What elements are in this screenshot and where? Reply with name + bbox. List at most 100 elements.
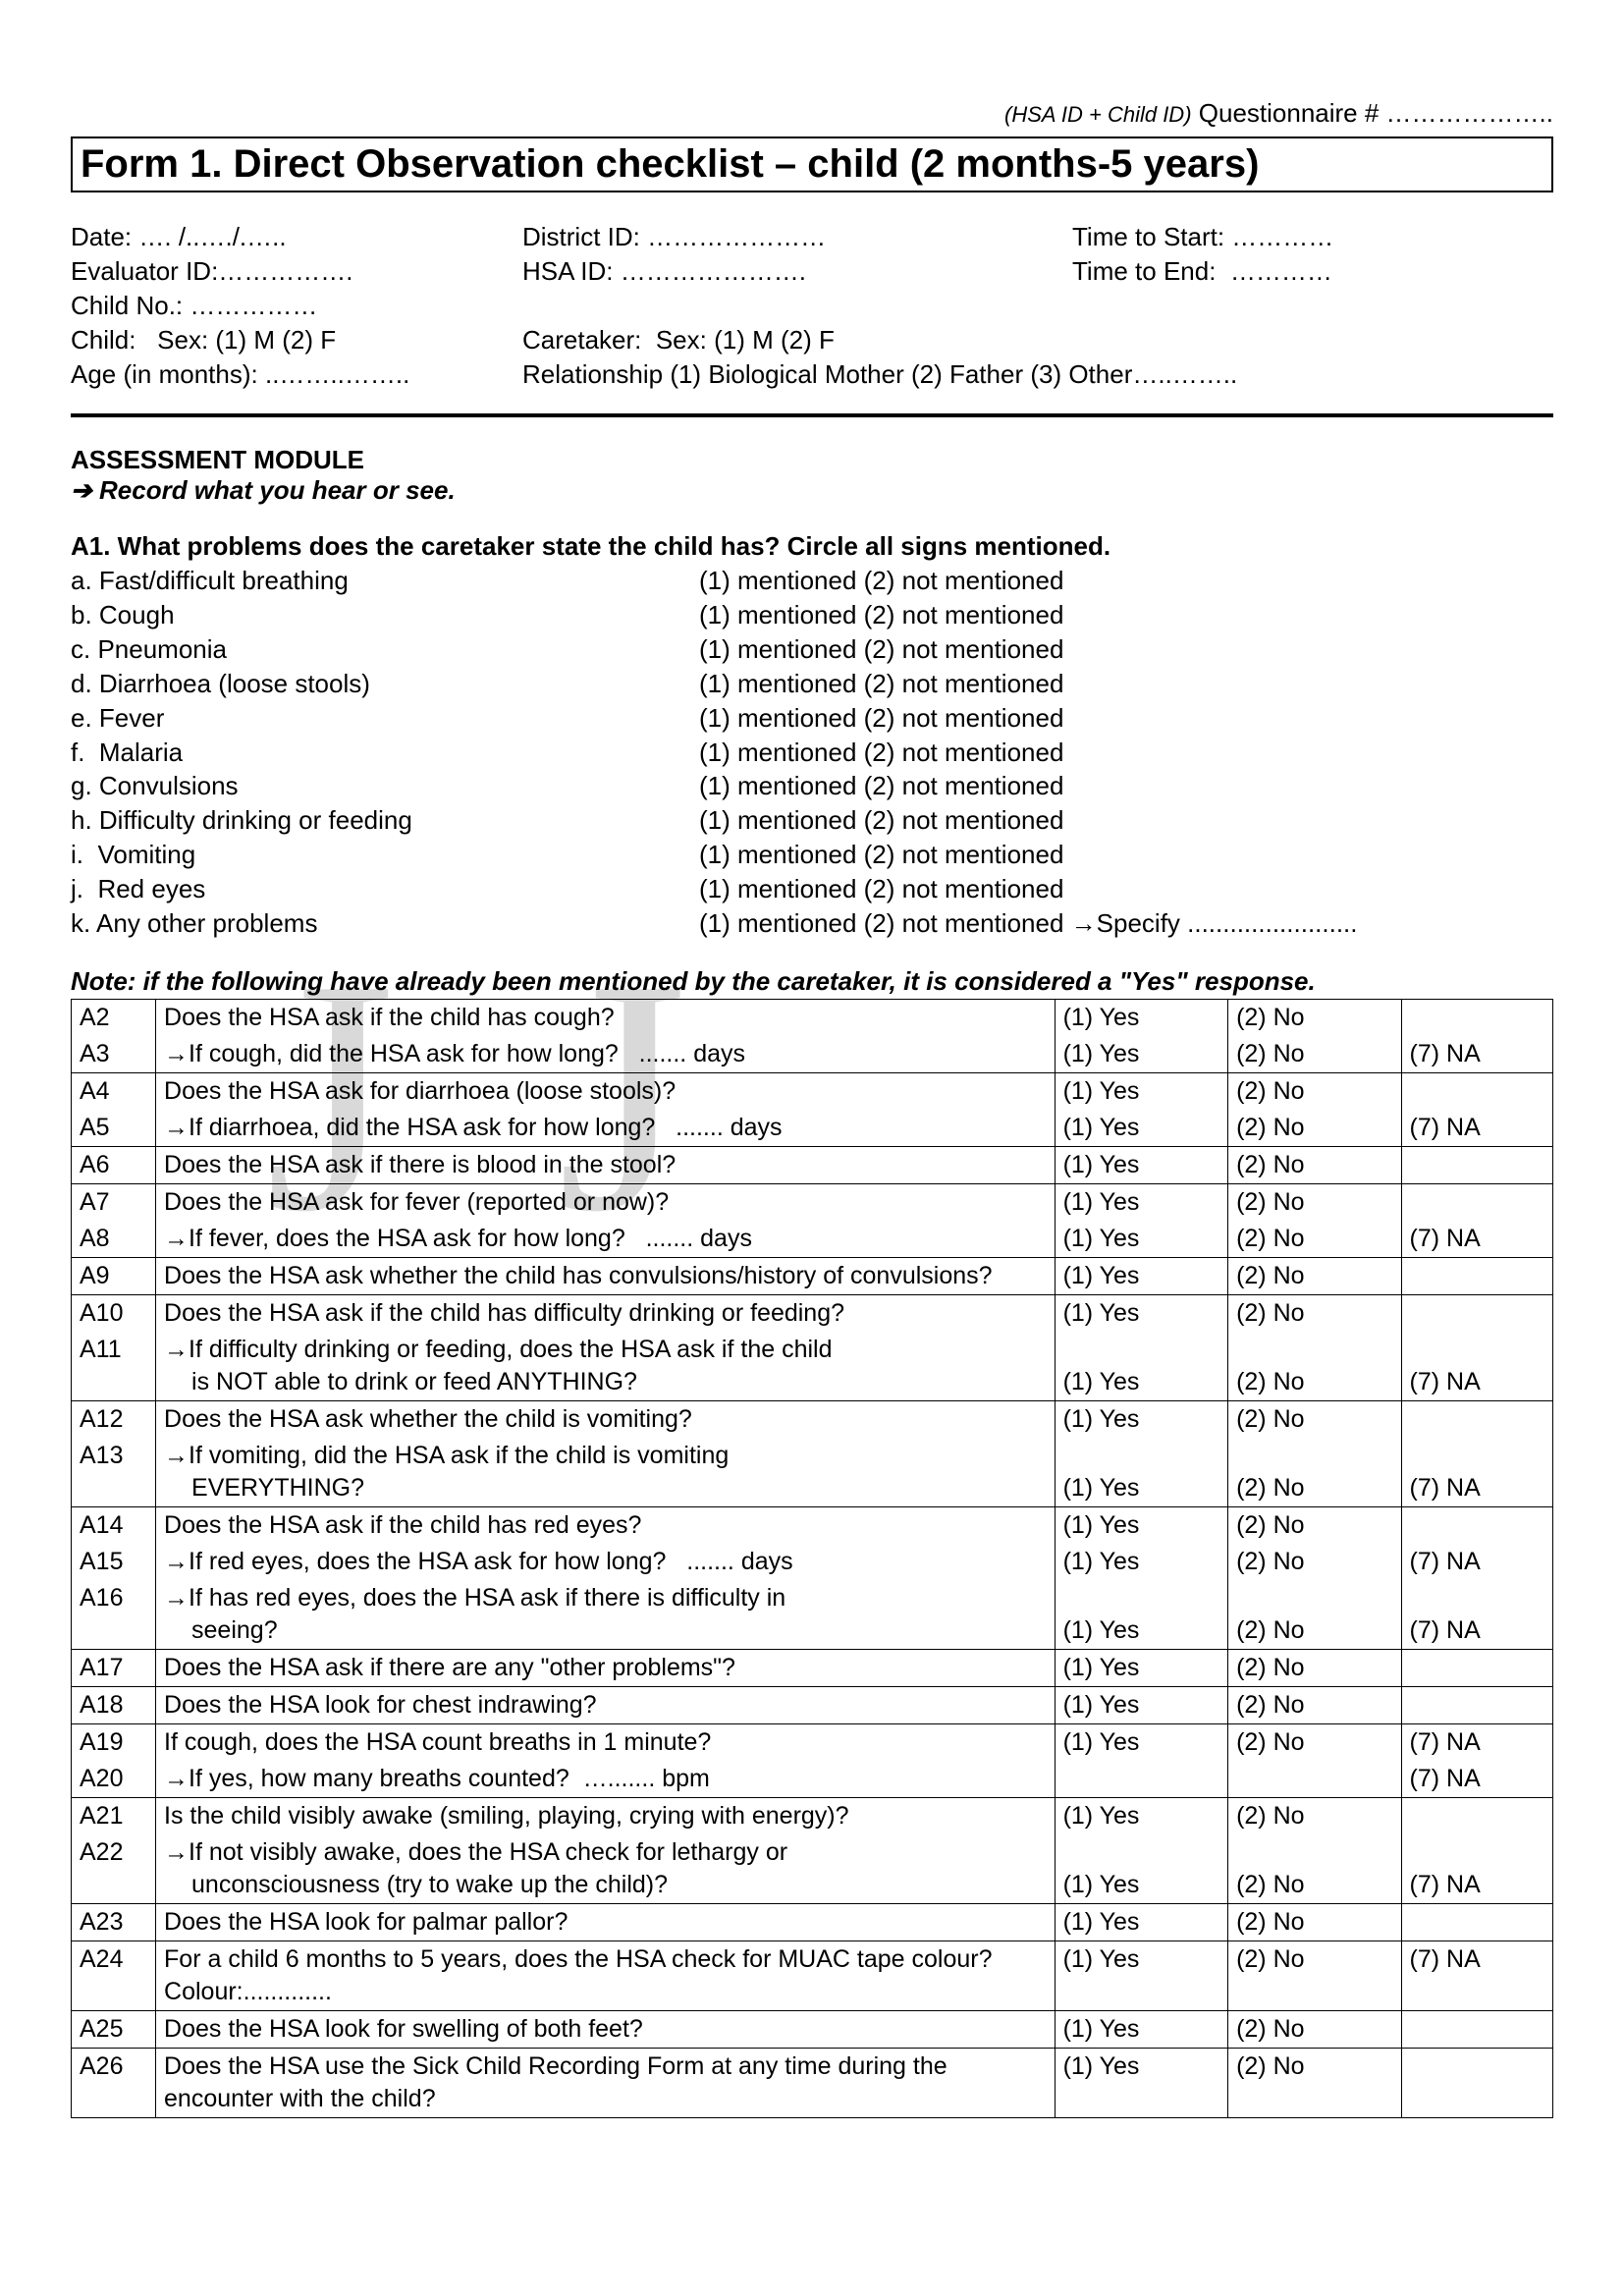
row-question: If cough, does the HSA count breaths in … (156, 1723, 1056, 1761)
row-no: (2) No (1228, 1797, 1401, 1834)
a1-item-options: (1) mentioned (2) not mentioned →Specify… (699, 906, 1553, 941)
row-no: (2) No (1228, 1072, 1401, 1110)
row-no: (2) No (1228, 1110, 1401, 1147)
table-row: A14Does the HSA ask if the child has red… (72, 1506, 1553, 1544)
row-yes: (1) Yes (1055, 999, 1227, 1036)
row-no: (2) No (1228, 1183, 1401, 1221)
row-na: (7) NA (1401, 1580, 1552, 1650)
a1-item-label: c. Pneumonia (71, 632, 699, 667)
row-id: A12 (72, 1400, 156, 1438)
row-id: A11 (72, 1332, 156, 1401)
row-na: (7) NA (1401, 1544, 1552, 1580)
row-question: Does the HSA ask for fever (reported or … (156, 1183, 1056, 1221)
row-yes: (1) Yes (1055, 1110, 1227, 1147)
a1-item-options: (1) mentioned (2) not mentioned (699, 838, 1553, 872)
a1-item-options: (1) mentioned (2) not mentioned (699, 598, 1553, 632)
row-yes: (1) Yes (1055, 1036, 1227, 1073)
meta-c3-1: Time to End: ………… (1072, 254, 1553, 289)
row-id: A4 (72, 1072, 156, 1110)
a1-item: c. Pneumonia(1) mentioned (2) not mentio… (71, 632, 1553, 667)
row-yes: (1) Yes (1055, 1544, 1227, 1580)
row-na (1401, 2048, 1552, 2117)
row-yes: (1) Yes (1055, 1257, 1227, 1294)
a1-item-options: (1) mentioned (2) not mentioned (699, 872, 1553, 906)
a1-item-label: i. Vomiting (71, 838, 699, 872)
row-question: Does the HSA look for swelling of both f… (156, 2010, 1056, 2048)
row-no: (2) No (1228, 1506, 1401, 1544)
row-yes: (1) Yes (1055, 1941, 1227, 2010)
row-na: (7) NA (1401, 1941, 1552, 2010)
a1-list: a. Fast/difficult breathing(1) mentioned… (71, 564, 1553, 940)
table-row: A9Does the HSA ask whether the child has… (72, 1257, 1553, 1294)
row-na (1401, 1686, 1552, 1723)
row-id: A16 (72, 1580, 156, 1650)
row-no: (2) No (1228, 1544, 1401, 1580)
row-yes: (1) Yes (1055, 1438, 1227, 1507)
table-row: A10Does the HSA ask if the child has dif… (72, 1294, 1553, 1332)
row-question: →If cough, did the HSA ask for how long?… (156, 1036, 1056, 1073)
meta-c1-1: Evaluator ID:……………. (71, 254, 522, 289)
a1-item-label: d. Diarrhoea (loose stools) (71, 667, 699, 701)
table-row: A6Does the HSA ask if there is blood in … (72, 1146, 1553, 1183)
table-row: A12Does the HSA ask whether the child is… (72, 1400, 1553, 1438)
a1-item-label: a. Fast/difficult breathing (71, 564, 699, 598)
row-id: A25 (72, 2010, 156, 2048)
a1-item-label: f. Malaria (71, 736, 699, 770)
row-yes: (1) Yes (1055, 1903, 1227, 1941)
row-yes: (1) Yes (1055, 1723, 1227, 1761)
row-question: Does the HSA ask if the child has diffic… (156, 1294, 1056, 1332)
table-row: A23Does the HSA look for palmar pallor?(… (72, 1903, 1553, 1941)
meta-c2-1: HSA ID: …………………. (522, 254, 1072, 289)
row-no: (2) No (1228, 1941, 1401, 2010)
table-row: A3→If cough, did the HSA ask for how lon… (72, 1036, 1553, 1073)
a1-item: h. Difficulty drinking or feeding(1) men… (71, 803, 1553, 838)
row-id: A14 (72, 1506, 156, 1544)
a1-item: f. Malaria(1) mentioned (2) not mentione… (71, 736, 1553, 770)
row-question: Does the HSA ask if the child has red ey… (156, 1506, 1056, 1544)
row-id: A10 (72, 1294, 156, 1332)
a1-item-options: (1) mentioned (2) not mentioned (699, 564, 1553, 598)
row-id: A24 (72, 1941, 156, 2010)
assessment-heading: ASSESSMENT MODULE (71, 445, 1553, 475)
row-yes: (1) Yes (1055, 1797, 1227, 1834)
row-na (1401, 999, 1552, 1036)
row-no: (2) No (1228, 1686, 1401, 1723)
row-id: A2 (72, 999, 156, 1036)
row-question: Does the HSA ask if there is blood in th… (156, 1146, 1056, 1183)
row-no (1228, 1761, 1401, 1798)
meta-c1-0: Date: …. /..…./.….. (71, 220, 522, 254)
row-yes: (1) Yes (1055, 1146, 1227, 1183)
a1-item-label: h. Difficulty drinking or feeding (71, 803, 699, 838)
a1-item-label: j. Red eyes (71, 872, 699, 906)
meta-block: Date: …. /..…./.….. District ID: …………………… (71, 220, 1553, 392)
row-na (1401, 1797, 1552, 1834)
row-no: (2) No (1228, 1146, 1401, 1183)
row-question: Does the HSA ask for diarrhoea (loose st… (156, 1072, 1056, 1110)
row-na (1401, 1903, 1552, 1941)
row-id: A13 (72, 1438, 156, 1507)
meta-c1-2: Child No.: …………… (71, 289, 522, 323)
meta-c2-3: Caretaker: Sex: (1) M (2) F (522, 323, 1072, 357)
row-na: (7) NA (1401, 1332, 1552, 1401)
row-no: (2) No (1228, 1649, 1401, 1686)
table-row: A17Does the HSA ask if there are any "ot… (72, 1649, 1553, 1686)
table-row: A26Does the HSA use the Sick Child Recor… (72, 2048, 1553, 2117)
table-row: A7Does the HSA ask for fever (reported o… (72, 1183, 1553, 1221)
row-na (1401, 1146, 1552, 1183)
row-id: A21 (72, 1797, 156, 1834)
table-row: A22→If not visibly awake, does the HSA c… (72, 1834, 1553, 1904)
table-row: A5→If diarrhoea, did the HSA ask for how… (72, 1110, 1553, 1147)
row-question: →If red eyes, does the HSA ask for how l… (156, 1544, 1056, 1580)
row-yes: (1) Yes (1055, 1294, 1227, 1332)
row-question: →If not visibly awake, does the HSA chec… (156, 1834, 1056, 1904)
row-na: (7) NA (1401, 1761, 1552, 1798)
row-yes: (1) Yes (1055, 2048, 1227, 2117)
row-yes: (1) Yes (1055, 1580, 1227, 1650)
meta-c3-0: Time to Start: ………… (1072, 220, 1553, 254)
row-id: A22 (72, 1834, 156, 1904)
row-yes: (1) Yes (1055, 1072, 1227, 1110)
row-question: Does the HSA ask whether the child is vo… (156, 1400, 1056, 1438)
a1-item: e. Fever(1) mentioned (2) not mentioned (71, 701, 1553, 736)
row-question: For a child 6 months to 5 years, does th… (156, 1941, 1056, 2010)
row-na (1401, 1649, 1552, 1686)
